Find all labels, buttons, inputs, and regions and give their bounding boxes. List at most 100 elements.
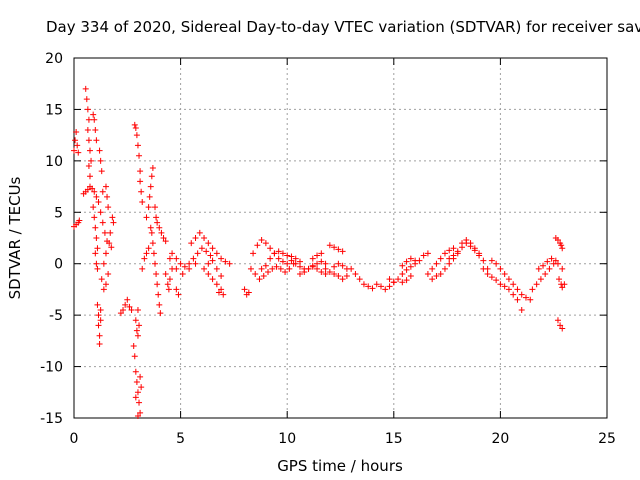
data-point: [218, 255, 225, 262]
plot-area: [73, 57, 608, 419]
y-tick-label: -10: [40, 360, 63, 376]
data-point: [98, 168, 105, 175]
data-point: [96, 332, 103, 339]
data-point: [93, 260, 100, 267]
data-point: [454, 250, 461, 257]
y-tick-label: -15: [40, 411, 63, 427]
data-point: [143, 250, 150, 257]
data-point: [83, 96, 90, 103]
x-tick-label: 0: [70, 431, 79, 447]
data-point: [471, 245, 478, 252]
data-point: [139, 265, 146, 272]
data-point: [186, 260, 193, 267]
y-tick-label: 5: [54, 205, 63, 221]
data-point: [424, 250, 431, 257]
data-point: [136, 322, 143, 329]
data-point: [245, 289, 252, 296]
data-point: [279, 250, 286, 257]
data-point: [201, 265, 208, 272]
data-point: [267, 245, 274, 252]
data-point: [209, 257, 216, 264]
data-point: [467, 240, 474, 247]
data-point: [105, 271, 112, 277]
data-point: [177, 260, 184, 267]
data-point: [84, 186, 91, 193]
data-point: [137, 373, 144, 380]
data-point: [134, 142, 141, 149]
data-point: [133, 327, 140, 334]
data-point: [124, 296, 131, 303]
data-point: [269, 265, 276, 272]
data-point: [98, 276, 105, 283]
data-point: [92, 127, 99, 133]
data-point: [556, 276, 563, 283]
data-point: [446, 247, 453, 254]
data-point: [132, 394, 139, 401]
data-point: [527, 296, 534, 303]
data-point: [145, 245, 152, 252]
data-point: [84, 127, 91, 133]
data-point: [95, 322, 102, 329]
data-point: [275, 248, 282, 255]
data-point: [173, 255, 180, 262]
data-point: [173, 265, 180, 272]
data-point: [130, 343, 137, 349]
data-point: [175, 291, 182, 298]
data-point: [154, 219, 161, 226]
data-point: [296, 258, 303, 265]
data-point: [141, 255, 148, 262]
data-point: [399, 279, 406, 286]
data-point: [407, 263, 414, 270]
data-point: [86, 147, 93, 154]
data-point: [166, 255, 173, 262]
data-point: [137, 178, 144, 185]
data-point: [128, 307, 135, 313]
data-point: [518, 291, 525, 298]
data-point: [386, 276, 393, 283]
data-point: [101, 229, 108, 236]
data-point: [97, 317, 104, 324]
data-point: [71, 147, 77, 154]
data-point: [109, 214, 116, 221]
data-point: [152, 204, 159, 211]
data-point: [262, 240, 269, 247]
data-point: [365, 283, 372, 290]
data-point: [192, 235, 199, 241]
data-point: [559, 325, 566, 332]
y-tick-label: 20: [45, 51, 63, 67]
data-point: [102, 281, 109, 288]
data-point: [403, 258, 410, 265]
data-point: [254, 242, 261, 249]
data-point: [94, 301, 101, 308]
data-point: [73, 129, 80, 136]
data-point: [173, 286, 180, 293]
data-point: [220, 291, 227, 298]
data-point: [407, 273, 414, 280]
y-tick-label: 15: [45, 102, 63, 118]
data-point: [429, 265, 436, 272]
data-point: [222, 258, 229, 265]
x-tick-label: 5: [176, 431, 185, 447]
data-point: [533, 281, 540, 288]
data-point: [480, 265, 487, 272]
data-point: [558, 242, 565, 249]
data-point: [99, 188, 106, 195]
data-point: [226, 260, 233, 267]
data-point: [162, 271, 169, 277]
y-tick-label: 10: [45, 154, 63, 170]
data-point: [179, 271, 186, 277]
data-point: [194, 250, 201, 257]
data-point: [152, 260, 159, 267]
data-point: [488, 274, 495, 281]
data-point: [164, 281, 171, 288]
data-point: [326, 242, 333, 249]
data-point: [403, 266, 410, 273]
data-point: [267, 255, 274, 262]
data-point: [265, 268, 272, 275]
data-point: [493, 260, 500, 267]
data-point: [331, 263, 338, 270]
data-point: [250, 250, 257, 257]
data-point: [296, 271, 303, 277]
data-point: [213, 281, 220, 288]
chart-title: Day 334 of 2020, Sidereal Day-to-day VTE…: [46, 18, 640, 36]
